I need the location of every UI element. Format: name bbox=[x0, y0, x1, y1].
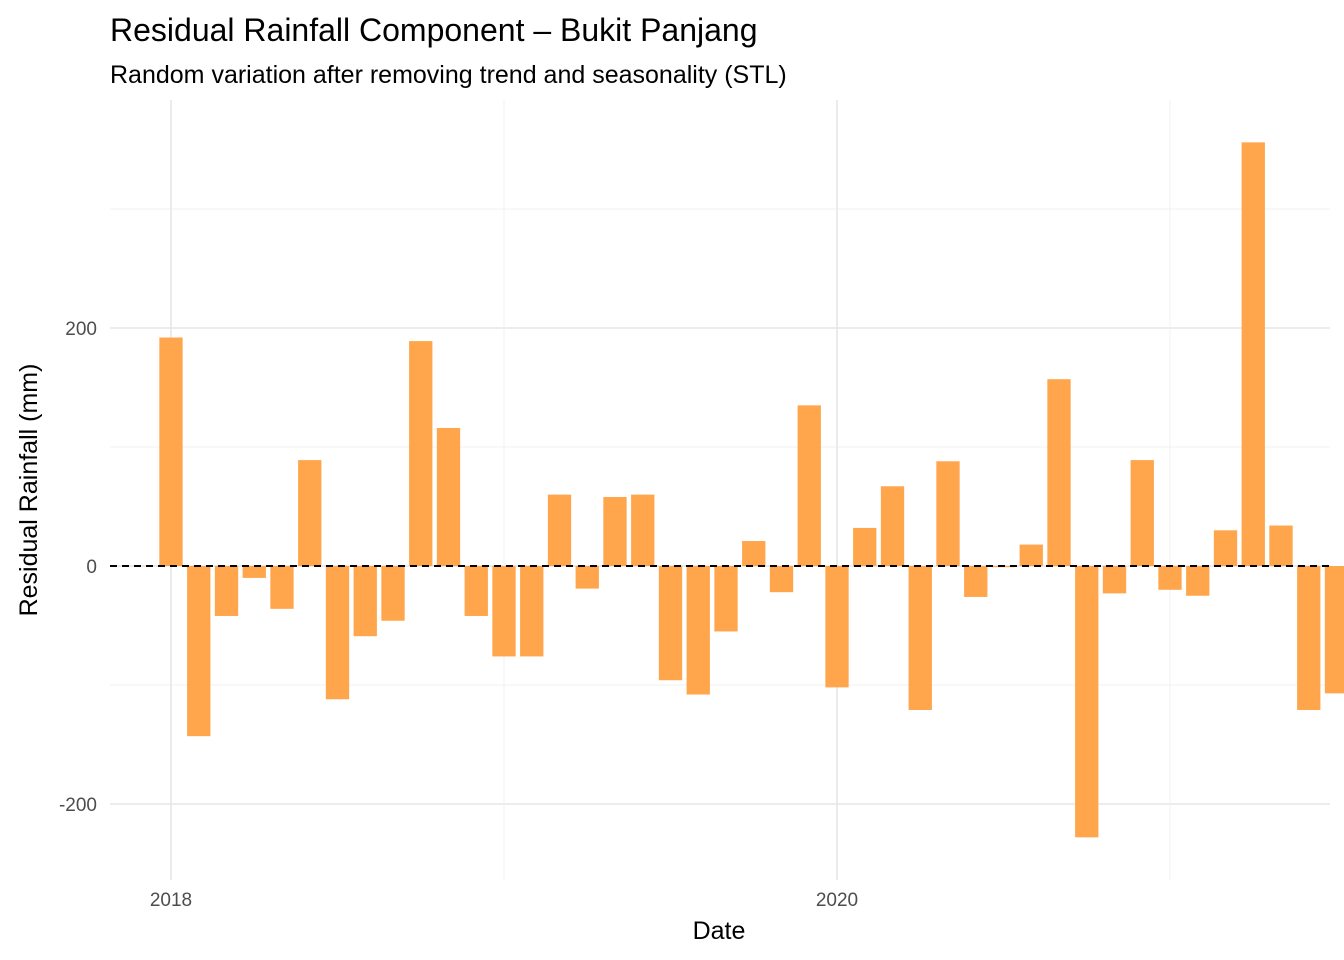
bar bbox=[214, 566, 239, 616]
bar bbox=[270, 566, 294, 609]
y-axis-title: Residual Rainfall (mm) bbox=[15, 364, 43, 617]
bar bbox=[1102, 566, 1127, 594]
bar bbox=[575, 566, 599, 589]
bar bbox=[936, 461, 960, 566]
bar bbox=[603, 496, 627, 566]
x-axis-title: Date bbox=[693, 917, 746, 945]
bar bbox=[436, 427, 461, 566]
y-tick-label: 200 bbox=[65, 319, 97, 340]
bar bbox=[353, 566, 377, 637]
bar bbox=[631, 494, 655, 566]
bar bbox=[1269, 525, 1293, 566]
bar bbox=[742, 541, 766, 566]
bar bbox=[880, 486, 905, 566]
bar bbox=[159, 337, 183, 566]
bar bbox=[853, 527, 877, 566]
bar bbox=[686, 566, 710, 695]
bar bbox=[381, 566, 405, 621]
bar bbox=[1241, 142, 1265, 567]
chart-subtitle: Random variation after removing trend an… bbox=[110, 61, 787, 89]
bar bbox=[242, 566, 266, 578]
bar bbox=[1075, 566, 1099, 838]
bar-series bbox=[159, 142, 1344, 838]
bar bbox=[492, 566, 516, 657]
bar bbox=[797, 405, 821, 566]
bar bbox=[1019, 544, 1043, 566]
bar bbox=[714, 566, 738, 632]
grid-lines bbox=[110, 100, 1330, 880]
y-tick-label: -200 bbox=[59, 795, 97, 816]
bar bbox=[825, 566, 849, 688]
bar bbox=[187, 566, 211, 737]
bar bbox=[1213, 530, 1238, 566]
chart-title: Residual Rainfall Component – Bukit Panj… bbox=[110, 12, 758, 48]
x-tick-label: 2020 bbox=[816, 890, 858, 911]
bar bbox=[464, 566, 488, 616]
x-axis-ticks: 2018202020222024 bbox=[150, 890, 858, 911]
bar bbox=[520, 566, 544, 657]
y-axis-ticks: -200 0 200 bbox=[59, 319, 97, 816]
bar bbox=[325, 566, 350, 700]
bar bbox=[1047, 379, 1071, 566]
bar bbox=[1158, 566, 1182, 590]
bar bbox=[1130, 460, 1154, 566]
bar bbox=[547, 494, 572, 566]
y-tick-label: 0 bbox=[86, 557, 97, 578]
bar bbox=[1324, 566, 1344, 694]
bar bbox=[658, 566, 683, 681]
bar bbox=[908, 566, 932, 710]
bar bbox=[964, 566, 988, 597]
bar bbox=[298, 460, 322, 566]
bar bbox=[409, 341, 433, 566]
bar bbox=[1297, 566, 1321, 710]
bar bbox=[769, 566, 794, 593]
bar bbox=[1186, 566, 1210, 596]
x-tick-label: 2018 bbox=[150, 890, 192, 911]
